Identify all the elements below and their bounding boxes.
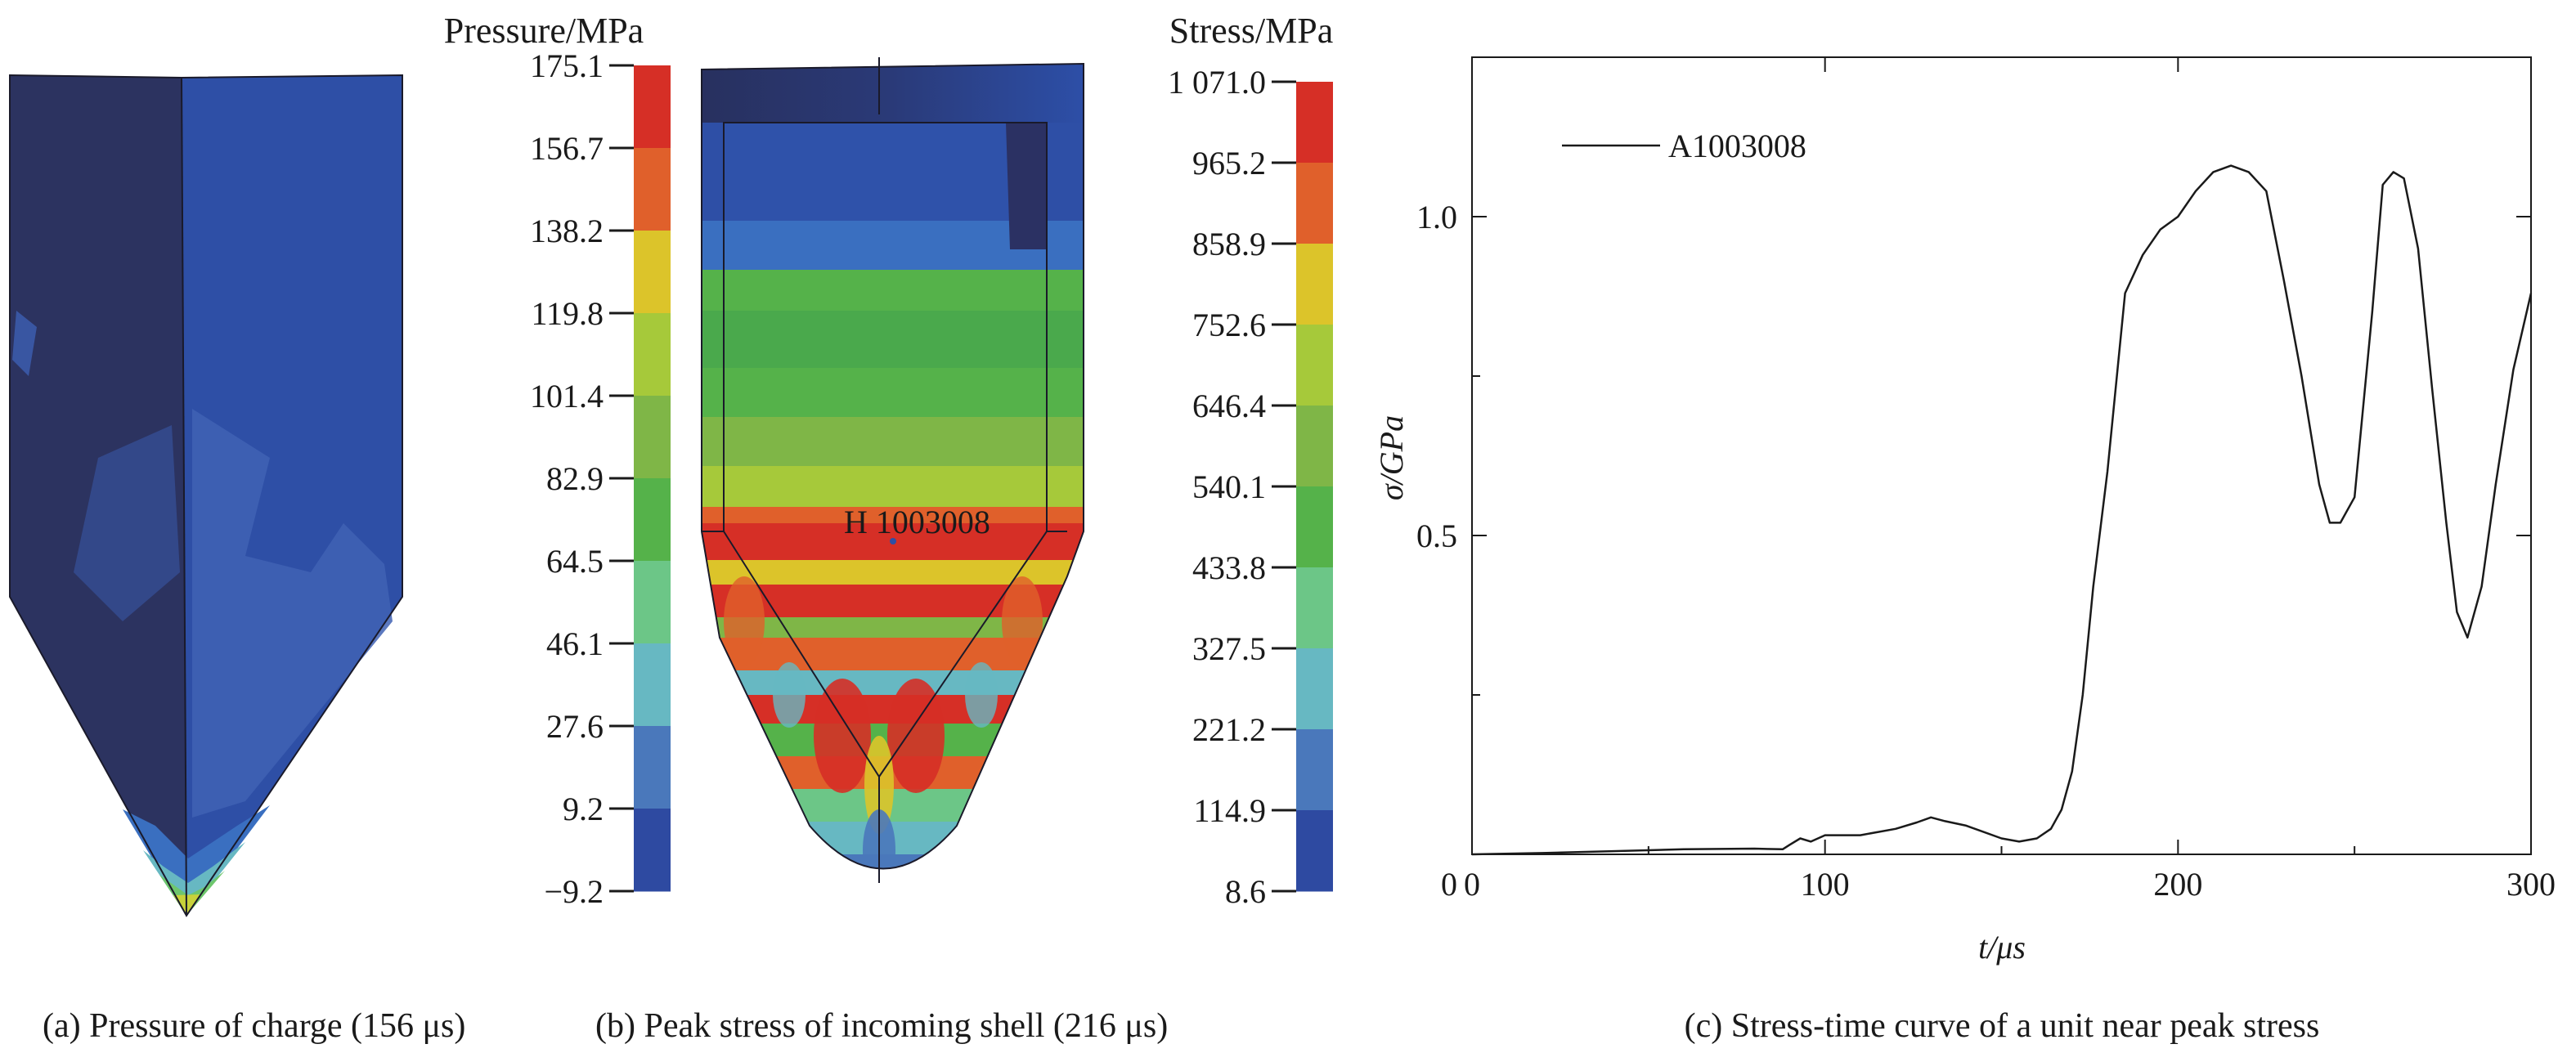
cbarB-tick-label: 327.5 [1192,630,1266,667]
chart-series [1471,164,2533,856]
cbarB-segment [1296,163,1333,244]
cbarB-tick-label: 433.8 [1192,549,1266,586]
plot-frame [1471,56,2532,855]
cbarB-segment [1296,810,1333,892]
pressure-colorbar: 175.1 156.7 138.2 119.8 101.4 82.9 64.5 46.1 27.… [530,47,671,910]
cbarA-tick-label: 156.7 [530,130,604,167]
cbarA-segment [634,561,671,644]
chart-axes: 0 100 200 300 0.5 1.0 0 [1416,57,2556,903]
shell-stress-model-image: H 1003008 [701,57,1084,883]
chart-legend: A1003008 [1562,128,1806,164]
cbarB-tick-label: 752.6 [1192,307,1266,343]
x-tick-label: 200 [2153,866,2202,903]
cbarB-tick-label: 858.9 [1192,226,1266,262]
charge-model-image [9,74,403,917]
x-axis-label: t/μs [1978,929,2026,966]
cbarA-segment [634,65,671,149]
cbarB-segment [1296,406,1333,487]
panel-c: 0 100 200 300 0.5 1.0 0 A1003008 t/μs σ/GPa (c… [1373,56,2556,1045]
panel-b: H 1003008 Stress/MPa 1 071.0 965.2 858.9 75… [595,11,1333,1045]
origin-label: 0 [1441,866,1457,903]
cbarA-tick-label: −9.2 [544,873,604,910]
cbarB-segment [1296,648,1333,730]
x-tick-label: 300 [2506,866,2556,903]
cbarB-tick-label: 1 071.0 [1168,64,1266,101]
cbarA-segment [634,231,671,314]
cbarA-segment [634,643,671,727]
caption-a: (a) Pressure of charge (156 μs) [43,1007,465,1045]
cbarA-tick-label: 101.4 [530,378,604,414]
cbarA-segment [634,809,671,892]
stress-legend-title: Stress/MPa [1169,11,1333,51]
x-tick-label: 100 [1801,866,1850,903]
panel-a: Pressure/MPa 175.1 156.7 138.2 119.8 101.4 82… [9,11,671,1045]
y-axis-label: σ/GPa [1373,415,1410,500]
cbarB-tick-label: 646.4 [1192,388,1266,424]
series-line-A1003008 [1471,164,2533,856]
cbarA-tick-label: 119.8 [531,295,604,332]
cbarB-segment [1296,82,1333,164]
legend-label: A1003008 [1668,128,1806,164]
cbarB-tick-label: 8.6 [1225,873,1266,910]
cbarA-segment [634,726,671,809]
cbarA-segment [634,396,671,479]
caption-c: (c) Stress-time curve of a unit near pea… [1685,1007,2320,1045]
cbarA-tick-label: 82.9 [546,460,604,497]
cbarB-segment [1296,244,1333,325]
element-marker [890,538,896,544]
cbarB-segment [1296,729,1333,811]
cbarA-tick-label: 138.2 [530,213,604,249]
stress-colorbar: 1 071.0 965.2 858.9 752.6 646.4 540.1 433.8 327… [1168,64,1333,910]
cbarA-tick-label: 64.5 [546,543,604,580]
cbarB-segment [1296,325,1333,406]
cbarA-segment [634,313,671,397]
cbarA-tick-label: 27.6 [546,708,604,745]
cbarB-segment [1296,486,1333,568]
cbarA-tick-label: 9.2 [563,791,604,827]
cbarA-tick-label: 175.1 [530,47,604,84]
y-tick-label: 0.5 [1416,518,1457,554]
cbarB-tick-label: 221.2 [1192,711,1266,748]
cbarA-tick-label: 46.1 [546,625,604,662]
cbarB-segment [1296,567,1333,649]
y-tick-label: 1.0 [1416,199,1457,235]
x-tick-label: 0 [1464,866,1480,903]
cbarB-tick-label: 965.2 [1192,145,1266,181]
cbarB-tick-label: 540.1 [1192,468,1266,505]
cbarB-tick-label: 114.9 [1193,792,1266,829]
caption-b: (b) Peak stress of incoming shell (216 μ… [595,1007,1168,1045]
pressure-legend-title: Pressure/MPa [444,11,644,51]
cbarA-segment [634,478,671,562]
cbarA-segment [634,148,671,231]
element-label: H 1003008 [844,504,990,540]
